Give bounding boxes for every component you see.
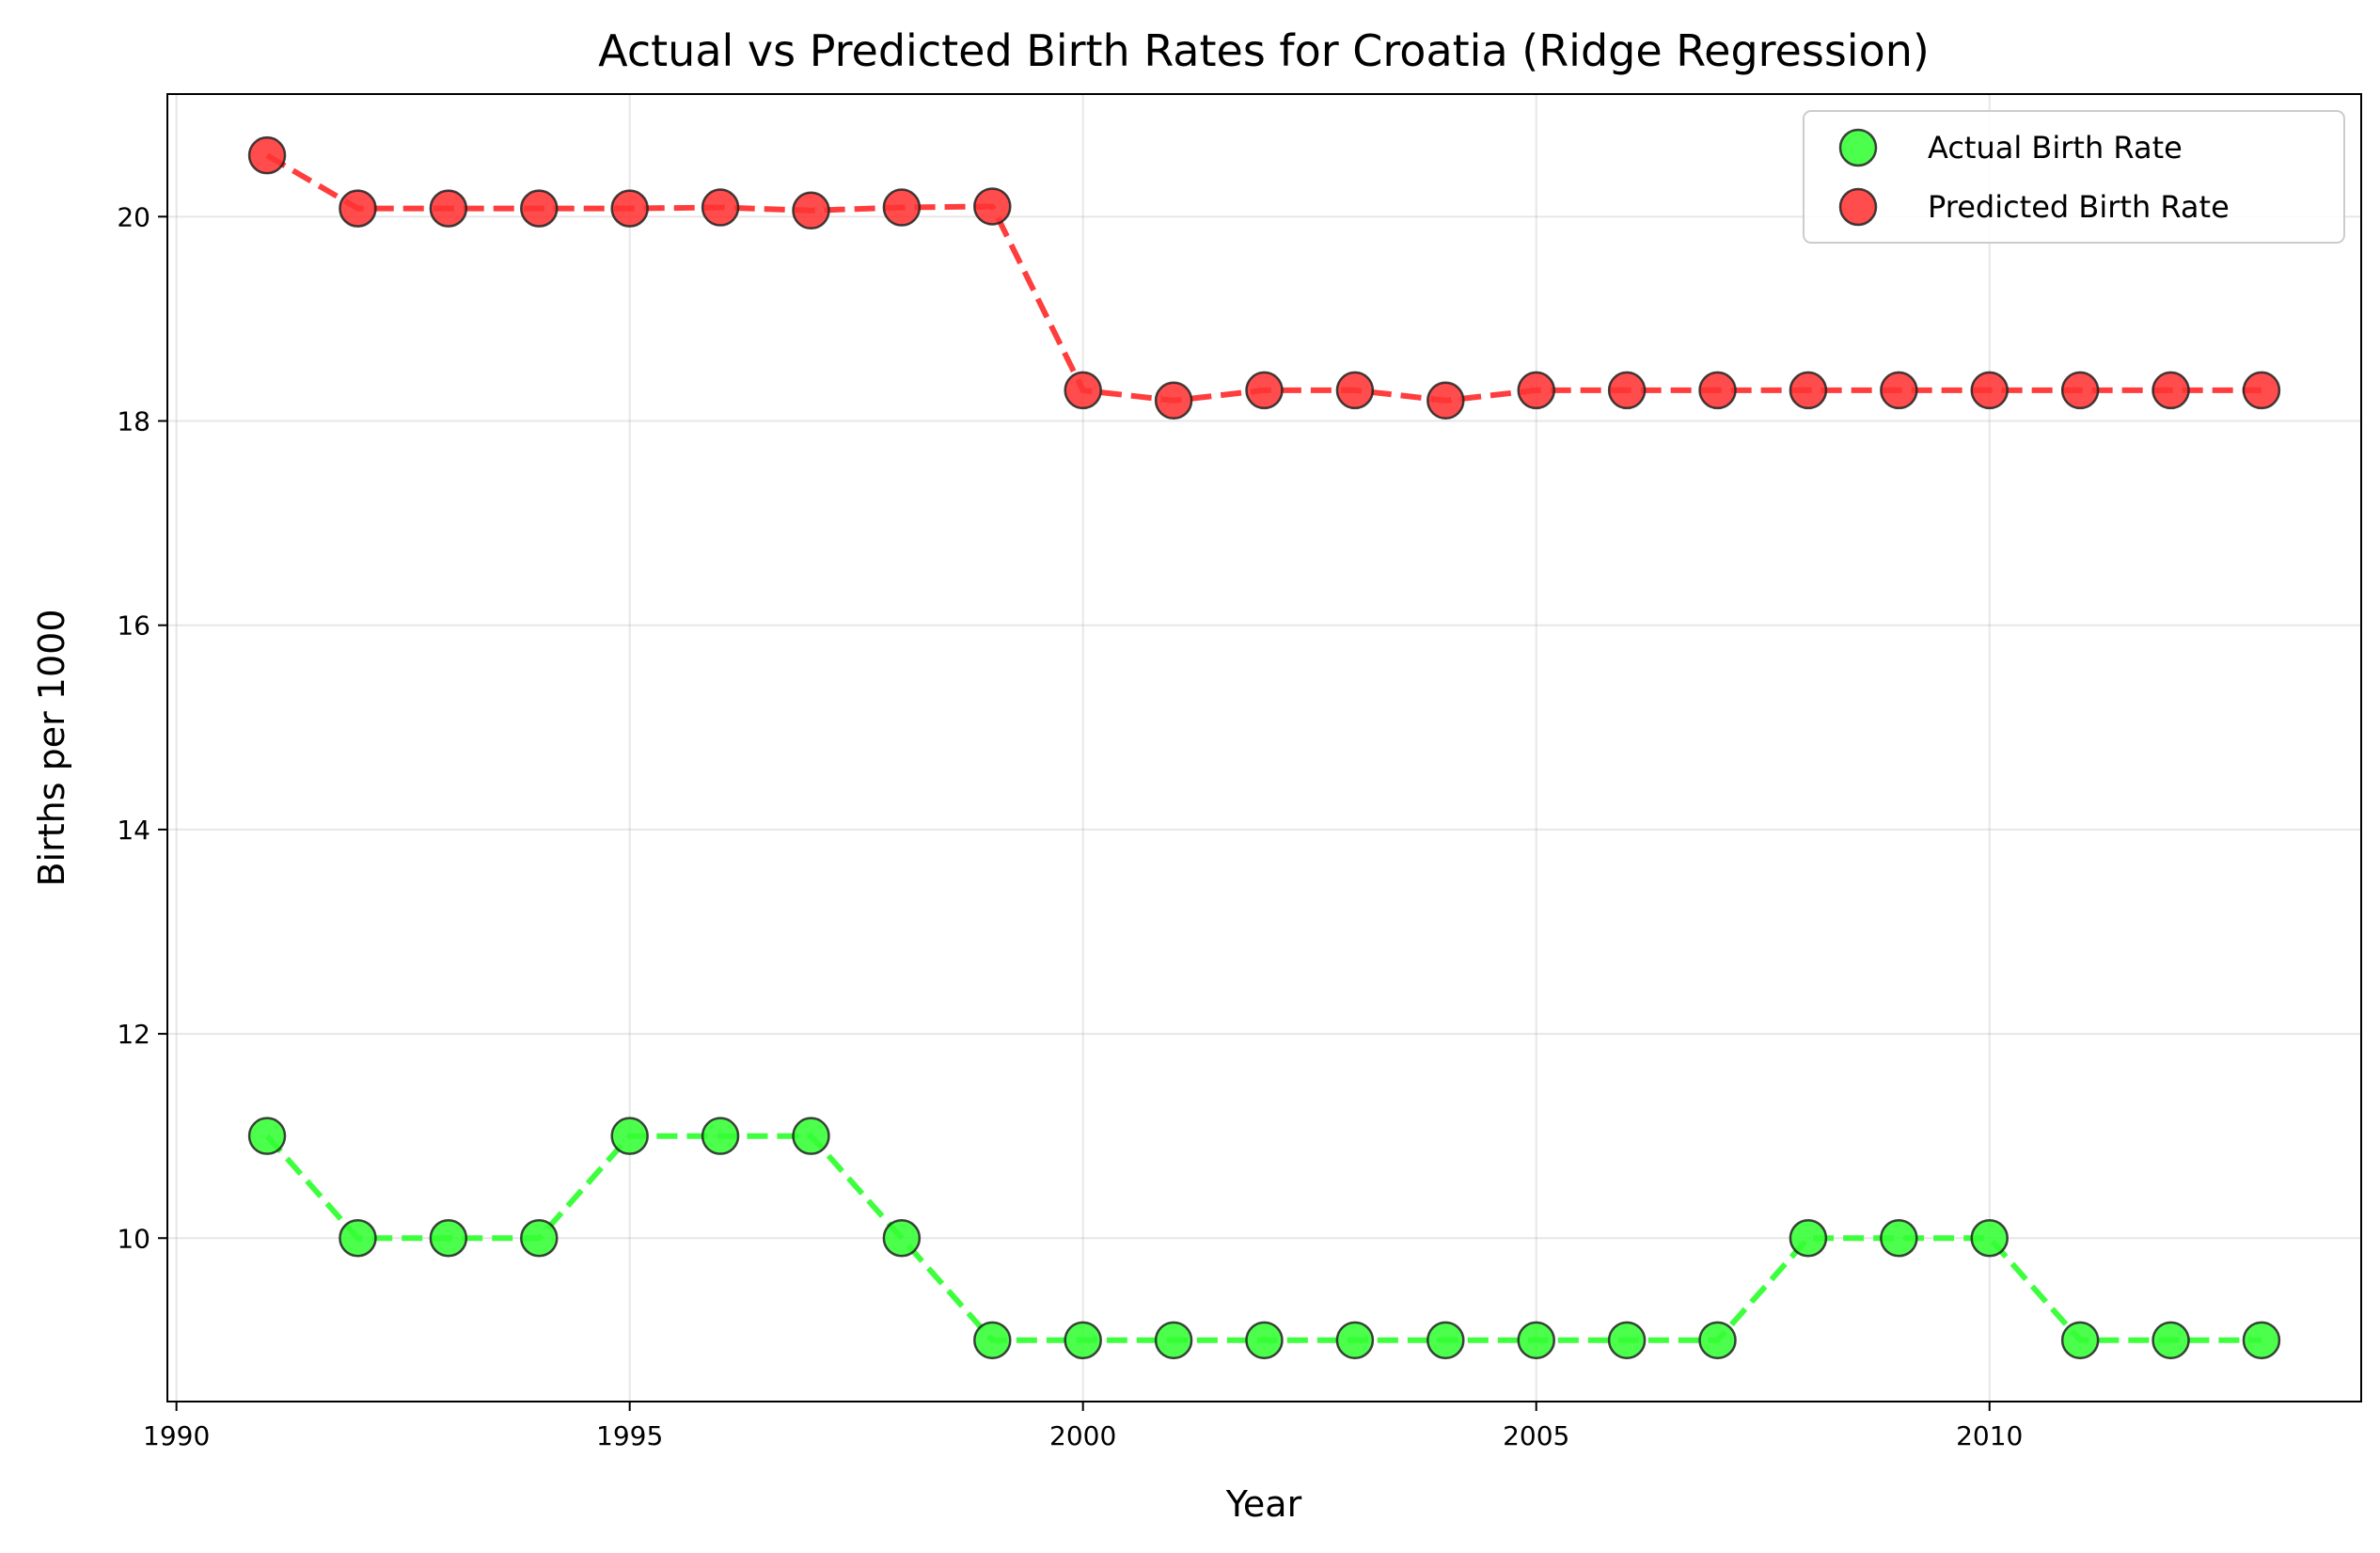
y-tick-label: 10 [117, 1223, 150, 1254]
x-tick-label: 1990 [143, 1420, 210, 1451]
actual-birth-rate-point [1154, 1321, 1193, 1360]
predicted-birth-rate-point [339, 189, 377, 228]
legend-marker-actual [1838, 128, 1878, 167]
predicted-birth-rate-point [792, 191, 830, 230]
y-axis-label: Births per 1000 [31, 609, 72, 886]
predicted-birth-rate-point [1245, 371, 1284, 410]
actual-birth-rate-point [1426, 1321, 1465, 1360]
actual-birth-rate-point [610, 1117, 649, 1155]
data-series [247, 135, 2281, 1360]
actual-birth-rate-point [792, 1117, 830, 1155]
actual-birth-rate-point [520, 1219, 559, 1258]
predicted-birth-rate-point [2151, 371, 2190, 410]
predicted-birth-rate-point [882, 188, 922, 227]
predicted-birth-rate-point [2242, 371, 2281, 410]
actual-birth-rate-point [1517, 1321, 1555, 1360]
actual-birth-rate-point [1789, 1219, 1828, 1258]
actual-birth-rate-point [1064, 1321, 1102, 1360]
predicted-birth-rate-point [1154, 381, 1193, 420]
x-tick-label: 1995 [596, 1420, 663, 1451]
actual-birth-rate-point [2060, 1321, 2100, 1360]
predicted-birth-rate-point [1970, 371, 2009, 410]
predicted-birth-rate-point [247, 135, 287, 175]
legend: Actual Birth Rate Predicted Birth Rate [1803, 110, 2345, 244]
predicted-birth-rate-point [1335, 371, 1375, 410]
predicted-birth-rate-point [973, 187, 1012, 226]
legend-label-actual: Actual Birth Rate [1928, 130, 2183, 166]
y-tick-label: 12 [117, 1019, 150, 1050]
predicted-birth-rate-point [610, 189, 649, 228]
actual-birth-rate-point [1335, 1321, 1375, 1360]
actual-birth-rate-point [1607, 1321, 1647, 1360]
actual-birth-rate-point [1698, 1321, 1737, 1360]
predicted-birth-rate-point [429, 189, 468, 228]
x-axis-label: Year [1225, 1483, 1302, 1525]
actual-birth-rate-point [2151, 1321, 2190, 1360]
predicted-birth-rate-point [2060, 371, 2100, 410]
legend-box [1803, 110, 2345, 244]
predicted-birth-rate-point [1698, 371, 1737, 410]
predicted-birth-rate-point [701, 188, 740, 227]
predicted-birth-rate-point [1607, 371, 1647, 410]
x-tick-label: 2000 [1049, 1420, 1116, 1451]
predicted-birth-rate-point [1789, 371, 1828, 410]
actual-birth-rate-point [2242, 1321, 2281, 1360]
plot-frame [166, 93, 2362, 1402]
actual-birth-rate-point [339, 1219, 377, 1258]
predicted-birth-rate-point [520, 189, 559, 228]
actual-birth-rate-point [1880, 1219, 1918, 1258]
actual-birth-rate-point [973, 1321, 1012, 1360]
actual-birth-rate-point [1970, 1219, 2009, 1258]
y-tick-label: 14 [117, 815, 150, 846]
y-tick-label: 20 [117, 201, 150, 232]
legend-marker-predicted [1838, 187, 1878, 227]
predicted-birth-rate-point [1880, 371, 1918, 410]
actual-birth-rate-point [882, 1219, 922, 1258]
y-tick-label: 18 [117, 406, 150, 437]
y-tick-label: 16 [117, 610, 150, 642]
actual-birth-rate-point [429, 1219, 468, 1258]
actual-birth-rate-point [701, 1117, 740, 1155]
legend-label-predicted: Predicted Birth Rate [1928, 189, 2230, 225]
predicted-birth-rate-point [1517, 371, 1555, 410]
predicted-birth-rate-point [1064, 371, 1102, 410]
x-tick-label: 2005 [1503, 1420, 1569, 1451]
chart-title: Actual vs Predicted Birth Rates for Croa… [598, 25, 1930, 76]
actual-birth-rate-point [1245, 1321, 1284, 1360]
actual-birth-rate-point [247, 1117, 287, 1155]
predicted-birth-rate-point [1426, 381, 1465, 420]
x-tick-label: 2010 [1956, 1420, 2023, 1451]
